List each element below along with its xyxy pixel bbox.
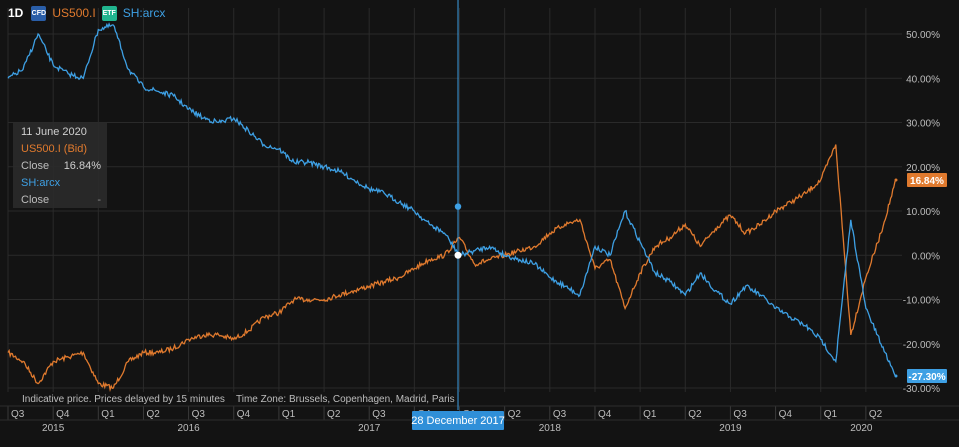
grid-layer xyxy=(7,8,902,392)
quarter-tick-label: Q1 xyxy=(101,409,115,420)
y-tick-label: 10.00% xyxy=(906,207,940,218)
last-value-label-2: -27.30% xyxy=(908,372,945,383)
tooltip-date-row: 11 June 2020 xyxy=(21,124,107,141)
quarter-tick-label: Q2 xyxy=(688,409,702,420)
quarter-tick-label: Q2 xyxy=(869,409,883,420)
quarter-tick-label: Q1 xyxy=(824,409,838,420)
quarter-tick-label: Q4 xyxy=(779,409,793,420)
interval-button[interactable]: 1D xyxy=(8,6,24,20)
y-tick-label: 20.00% xyxy=(906,163,940,174)
footer-delay-note: Indicative price. Prices delayed by 15 m… xyxy=(22,394,225,405)
y-tick-label: -30.00% xyxy=(903,384,940,395)
year-tick-label: 2020 xyxy=(850,423,873,434)
quarter-tick-label: Q3 xyxy=(11,409,25,420)
overlay-layer: 16.84% -27.30% 28 December 2017 Indicative … xyxy=(22,0,947,430)
quarter-tick-label: Q1 xyxy=(282,409,296,420)
series-line-2 xyxy=(7,22,897,377)
quarter-tick-label: Q2 xyxy=(146,409,160,420)
tooltip-series2-close-row: Close - xyxy=(21,192,107,209)
tooltip-series2-label: SH:arcx xyxy=(21,177,61,189)
y-tick-label: -20.00% xyxy=(903,340,940,351)
quarter-tick-label: Q4 xyxy=(237,409,251,420)
quarter-tick-label: Q3 xyxy=(372,409,386,420)
quarter-tick-label: Q4 xyxy=(56,409,70,420)
y-tick-label: 50.00% xyxy=(906,30,940,41)
chart-legend-header: 1D CFD US500.I ETF SH:arcx xyxy=(8,4,165,22)
year-tick-label: 2018 xyxy=(539,423,562,434)
year-tick-label: 2015 xyxy=(42,423,65,434)
etf-badge-icon: ETF xyxy=(101,5,117,21)
y-tick-label: -10.00% xyxy=(903,296,940,307)
crosshair-date-badge[interactable] xyxy=(412,411,505,430)
quarter-tick-label: Q3 xyxy=(192,409,206,420)
y-tick-label: 0.00% xyxy=(912,251,940,262)
last-value-badge-1 xyxy=(907,173,947,188)
last-value-badge-2 xyxy=(907,369,947,384)
series1-legend-label[interactable]: US500.I xyxy=(52,6,96,20)
quarter-tick-label: Q3 xyxy=(553,409,567,420)
series2-legend-label[interactable]: SH:arcx xyxy=(122,6,166,20)
tooltip-series2-close: - xyxy=(97,194,101,206)
crosshair-date-label: 28 December 2017 xyxy=(411,415,505,427)
quarter-tick-label: Q3 xyxy=(733,409,747,420)
crosshair-handle[interactable] xyxy=(454,203,462,210)
series-line-1 xyxy=(7,144,897,393)
series-end-point-1 xyxy=(894,178,898,182)
year-tick-label: 2019 xyxy=(719,423,742,434)
tooltip-series2-row: SH:arcx xyxy=(21,175,107,192)
footer-timezone-note: Time Zone: Brussels, Copenhagen, Madrid,… xyxy=(236,394,455,405)
quarter-tick-label: Q2 xyxy=(327,409,341,420)
series-end-point-2 xyxy=(894,374,898,378)
tooltip-series1-label: US500.I (Bid) xyxy=(21,143,88,155)
data-tooltip: 11 June 2020 US500.I (Bid) Close 16.84% S… xyxy=(13,122,107,208)
cfd-badge-icon: CFD xyxy=(31,5,47,21)
y-tick-label: 30.00% xyxy=(906,119,940,130)
quarter-tick-label: Q4 xyxy=(598,409,612,420)
tooltip-series1-close-row: Close 16.84% xyxy=(21,158,107,175)
year-tick-label: 2016 xyxy=(177,423,200,434)
quarter-tick-label: Q2 xyxy=(508,409,522,420)
quarter-tick-label: Q1 xyxy=(643,409,657,420)
last-value-label-1: 16.84% xyxy=(910,176,944,187)
tooltip-date: 11 June 2020 xyxy=(21,126,87,138)
y-tick-label: 40.00% xyxy=(906,74,940,85)
tooltip-close-label-2: Close xyxy=(21,194,50,206)
tooltip-close-label: Close xyxy=(21,160,50,172)
series-layer xyxy=(7,22,898,393)
reference-point xyxy=(454,251,462,259)
year-tick-label: 2017 xyxy=(358,423,381,434)
tooltip-series1-row: US500.I (Bid) xyxy=(21,141,107,158)
tooltip-series1-close: 16.84% xyxy=(63,160,101,172)
